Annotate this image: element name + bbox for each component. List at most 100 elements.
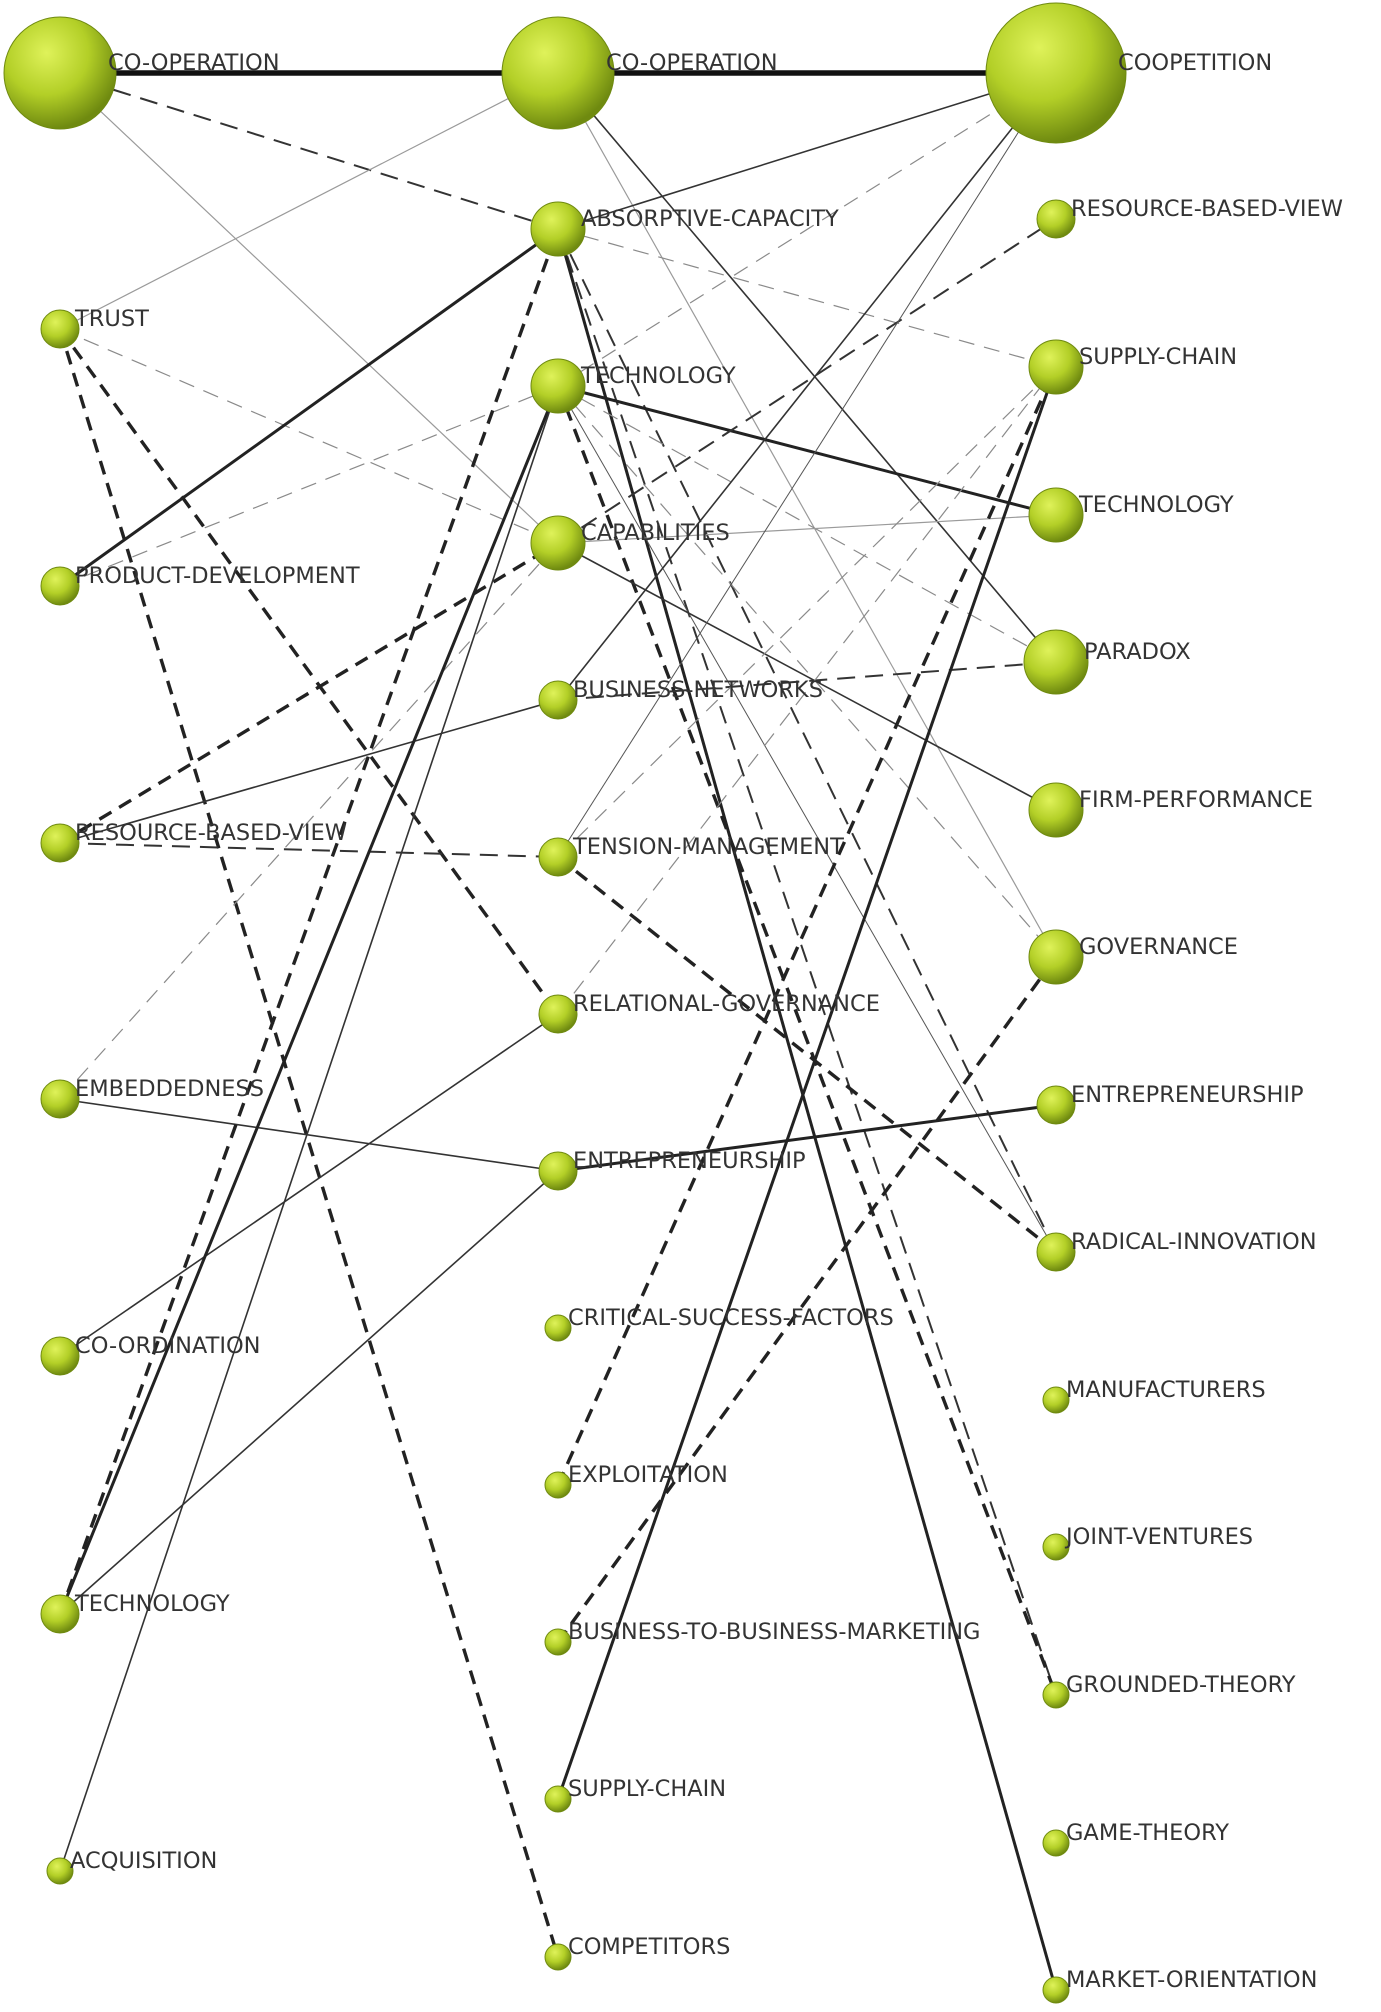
node-circle[interactable] (530, 358, 586, 414)
node-c3-firm-performance[interactable]: FIRM-PERFORMANCE (1028, 782, 1313, 838)
node-c2-relational-governance[interactable]: RELATIONAL-GOVERNANCE (538, 991, 880, 1034)
node-circle[interactable] (544, 1785, 572, 1813)
node-circle[interactable] (1036, 199, 1076, 239)
node-label: RELATIONAL-GOVERNANCE (573, 991, 880, 1017)
node-c2-b2b-marketing[interactable]: BUSINESS-TO-BUSINESS-MARKETING (544, 1619, 981, 1656)
node-circle[interactable] (40, 823, 80, 863)
edge-c2-supply-chain-to-c3-supply-chain (556, 366, 1058, 1800)
node-c2-cooperation[interactable]: CO-OPERATION (501, 16, 778, 130)
node-circle[interactable] (544, 1628, 572, 1656)
edge-c2-business-networks-to-c3-coopetition (557, 72, 1057, 701)
node-circle[interactable] (538, 1151, 578, 1191)
node-circle[interactable] (1023, 629, 1089, 695)
node-c3-game-theory[interactable]: GAME-THEORY (1042, 1820, 1229, 1857)
node-c2-entrepreneurship[interactable]: ENTREPRENEURSHIP (538, 1148, 806, 1191)
nodes-layer: CO-OPERATION TRUST PRODUCT-DEVELOPMENT RESO… (3, 2, 1343, 2004)
node-c3-resource-based-view[interactable]: RESOURCE-BASED-VIEW (1036, 196, 1343, 239)
node-c3-entrepreneurship[interactable]: ENTREPRENEURSHIP (1036, 1082, 1304, 1125)
node-c2-exploitation[interactable]: EXPLOITATION (544, 1462, 728, 1499)
node-c2-tension-management[interactable]: TENSION-MANAGEMENT (538, 834, 844, 877)
node-c3-grounded-theory[interactable]: GROUNDED-THEORY (1042, 1672, 1296, 1709)
node-c2-supply-chain[interactable]: SUPPLY-CHAIN (544, 1776, 726, 1813)
node-circle[interactable] (538, 837, 578, 877)
node-circle[interactable] (530, 515, 586, 571)
node-c3-joint-ventures[interactable]: JOINT-VENTURES (1042, 1524, 1253, 1561)
node-c3-technology[interactable]: TECHNOLOGY (1028, 487, 1234, 543)
node-c3-radical-innovation[interactable]: RADICAL-INNOVATION (1036, 1229, 1317, 1272)
node-c1-technology[interactable]: TECHNOLOGY (40, 1591, 230, 1634)
node-circle[interactable] (1042, 1976, 1070, 2004)
node-circle[interactable] (1042, 1386, 1070, 1414)
node-circle[interactable] (530, 201, 586, 257)
node-label: SUPPLY-CHAIN (568, 1776, 726, 1802)
node-circle[interactable] (46, 1857, 74, 1885)
node-c3-supply-chain[interactable]: SUPPLY-CHAIN (1028, 339, 1237, 395)
node-c3-manufacturers[interactable]: MANUFACTURERS (1042, 1377, 1266, 1414)
node-circle[interactable] (538, 994, 578, 1034)
node-c3-governance[interactable]: GOVERNANCE (1028, 929, 1238, 985)
edge-c2-b2b-marketing-to-c3-governance (556, 956, 1058, 1643)
node-circle[interactable] (501, 16, 615, 130)
node-label: PARADOX (1084, 639, 1191, 665)
node-c1-embeddedness[interactable]: EMBEDDEDNESS (40, 1076, 264, 1119)
edge-c2-capabilities-to-c3-resource-based-view (557, 218, 1057, 544)
node-label: ACQUISITION (70, 1848, 217, 1874)
node-circle[interactable] (40, 1079, 80, 1119)
node-label: RADICAL-INNOVATION (1071, 1229, 1317, 1255)
node-c3-market-orientation[interactable]: MARKET-ORIENTATION (1042, 1967, 1317, 2004)
node-c1-resource-based-view[interactable]: RESOURCE-BASED-VIEW (40, 820, 347, 863)
node-label: RESOURCE-BASED-VIEW (1071, 196, 1343, 222)
edge-c2-tension-management-to-c3-supply-chain (557, 366, 1057, 858)
node-c1-coordination[interactable]: CO-ORDINATION (40, 1333, 261, 1376)
node-circle[interactable] (544, 1314, 572, 1342)
edge-c2-entrepreneurship-to-c3-entrepreneurship (557, 1103, 1057, 1173)
node-c2-absorptive-capacity[interactable]: ABSORPTIVE-CAPACITY (530, 201, 839, 257)
node-circle[interactable] (1036, 1232, 1076, 1272)
node-c1-acquisition[interactable]: ACQUISITION (46, 1848, 217, 1885)
node-circle[interactable] (544, 1943, 572, 1971)
node-circle[interactable] (40, 309, 80, 349)
node-circle[interactable] (1042, 1829, 1070, 1857)
node-circle[interactable] (1042, 1533, 1070, 1561)
node-label: TENSION-MANAGEMENT (572, 834, 844, 860)
node-label: PRODUCT-DEVELOPMENT (75, 563, 360, 589)
node-circle[interactable] (3, 16, 117, 130)
node-circle[interactable] (1028, 929, 1084, 985)
node-circle[interactable] (544, 1471, 572, 1499)
node-c1-product-development[interactable]: PRODUCT-DEVELOPMENT (40, 563, 360, 606)
node-c3-coopetition[interactable]: COOPETITION (985, 2, 1272, 144)
node-label: CO-ORDINATION (75, 1333, 261, 1359)
node-c2-capabilities[interactable]: CAPABILITIES (530, 515, 730, 571)
node-c2-critical-success-factors[interactable]: CRITICAL-SUCCESS-FACTORS (544, 1305, 894, 1342)
node-circle[interactable] (1028, 339, 1084, 395)
node-c1-cooperation[interactable]: CO-OPERATION (3, 16, 280, 130)
node-label: JOINT-VENTURES (1064, 1524, 1253, 1550)
edge-c1-technology-to-c2-technology (58, 385, 560, 1615)
node-c2-competitors[interactable]: COMPETITORS (544, 1934, 730, 1971)
node-label: TECHNOLOGY (580, 363, 736, 389)
node-circle[interactable] (40, 566, 80, 606)
node-c2-technology[interactable]: TECHNOLOGY (530, 358, 736, 414)
node-circle[interactable] (538, 680, 578, 720)
node-c2-business-networks[interactable]: BUSINESS-NETWORKS (538, 677, 823, 720)
node-circle[interactable] (1036, 1085, 1076, 1125)
node-label: CO-OPERATION (108, 50, 280, 76)
node-label: GROUNDED-THEORY (1066, 1672, 1296, 1698)
node-circle[interactable] (1028, 487, 1084, 543)
node-label: SUPPLY-CHAIN (1079, 344, 1237, 370)
node-circle[interactable] (40, 1336, 80, 1376)
node-label: ENTREPRENEURSHIP (1071, 1082, 1304, 1108)
edge-c2-capabilities-to-c3-technology (557, 514, 1057, 544)
node-c3-paradox[interactable]: PARADOX (1023, 629, 1191, 695)
node-label: MANUFACTURERS (1066, 1377, 1266, 1403)
node-c1-trust[interactable]: TRUST (40, 306, 149, 349)
edge-c1-technology-to-c2-absorptive-capacity (58, 228, 560, 1615)
node-circle[interactable] (1028, 782, 1084, 838)
node-circle[interactable] (985, 2, 1127, 144)
node-label: RESOURCE-BASED-VIEW (75, 820, 347, 846)
edges-layer (58, 70, 1058, 1991)
node-label: COMPETITORS (568, 1934, 730, 1960)
node-circle[interactable] (1042, 1681, 1070, 1709)
node-circle[interactable] (40, 1594, 80, 1634)
